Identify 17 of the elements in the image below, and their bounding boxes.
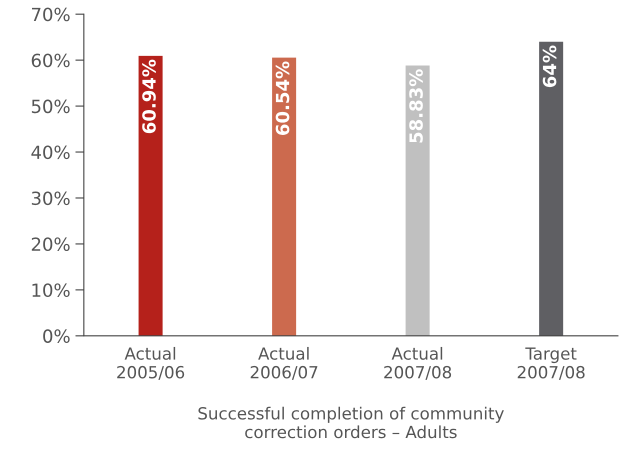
x-tick-label: Actual 2006/07 [250,346,318,380]
data-label: 58.83% [409,69,423,143]
y-tick-label: 30% [32,191,70,206]
y-tick-label: 50% [32,100,70,114]
y-tick-label: 40% [31,145,70,160]
y-tick-label: 0% [43,329,70,343]
x-tick-label: Target 2007/08 [518,347,585,380]
data-label: 60.54% [276,61,290,135]
data-label: 64% [542,46,556,88]
x-tick-label: Actual 2007/08 [384,346,452,380]
y-tick-label: 60% [32,54,70,68]
y-tick-label: 70% [32,8,70,22]
x-axis-title: Successful completion of community correction orders – Adults [198,406,504,438]
y-tick-label: 20% [32,237,70,252]
y-tick-label: 10% [32,283,70,297]
x-tick-label: Actual 2005/06 [117,346,184,380]
data-label: 60.94% [142,60,156,134]
